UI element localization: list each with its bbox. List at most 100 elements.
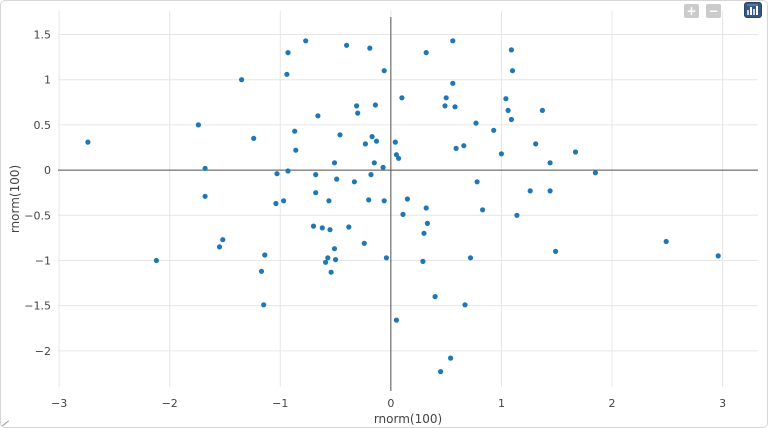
x-tick-label: −1 bbox=[272, 397, 288, 410]
scatter-point bbox=[443, 95, 449, 101]
scatter-point bbox=[351, 179, 357, 185]
zoom-out-button[interactable]: − bbox=[706, 4, 721, 18]
scatter-point bbox=[313, 190, 319, 196]
scatter-point bbox=[313, 172, 319, 178]
scatter-point bbox=[334, 176, 340, 182]
x-tick-label: 1 bbox=[498, 397, 505, 410]
scatter-point bbox=[326, 198, 332, 204]
scatter-point bbox=[420, 258, 426, 264]
scatter-point bbox=[337, 132, 343, 138]
scatter-point bbox=[539, 107, 546, 113]
scatter-point bbox=[491, 127, 497, 133]
chart-logo-button[interactable] bbox=[744, 2, 762, 18]
scatter-point bbox=[369, 134, 375, 140]
scatter-point bbox=[423, 50, 429, 56]
scatter-point bbox=[474, 179, 480, 185]
scatter-point bbox=[333, 257, 339, 263]
scatter-point bbox=[367, 45, 373, 51]
scatter-point bbox=[261, 302, 267, 308]
scatter-point bbox=[450, 38, 456, 44]
y-tick-label: 1 bbox=[44, 74, 51, 87]
scatter-point bbox=[220, 237, 226, 243]
scatter-point bbox=[381, 68, 387, 74]
scatter-point bbox=[258, 268, 265, 274]
scatter-point bbox=[327, 227, 333, 233]
y-tick-label: −1.5 bbox=[24, 300, 51, 313]
scatter-point bbox=[361, 240, 367, 246]
scatter-point bbox=[328, 269, 334, 275]
scatter-point bbox=[467, 255, 474, 261]
scatter-point bbox=[315, 113, 321, 119]
scatter-point bbox=[85, 139, 91, 145]
x-tick-label: 2 bbox=[609, 397, 616, 410]
scatter-point bbox=[355, 110, 361, 116]
scatter-point bbox=[285, 50, 291, 56]
scatter-point bbox=[293, 147, 299, 153]
zoom-in-button[interactable]: + bbox=[684, 4, 699, 18]
scatter-point bbox=[404, 196, 410, 202]
scatter-point bbox=[462, 302, 468, 308]
y-tick-label: −2 bbox=[35, 345, 51, 358]
scatter-point bbox=[421, 230, 427, 236]
scatter-point bbox=[195, 122, 201, 128]
y-tick-label: 1.5 bbox=[34, 29, 52, 42]
scatter-point bbox=[547, 188, 553, 194]
scatter-point bbox=[354, 103, 360, 109]
scatter-point bbox=[239, 77, 245, 83]
scatter-point bbox=[452, 104, 458, 110]
scatter-point bbox=[383, 255, 389, 261]
scatter-point bbox=[331, 246, 338, 252]
scatter-point bbox=[274, 171, 280, 177]
scatter-point bbox=[251, 135, 257, 141]
scatter-point bbox=[373, 138, 380, 144]
x-tick-label: −2 bbox=[162, 397, 178, 410]
scatter-point bbox=[663, 238, 669, 245]
scatter-point bbox=[202, 193, 208, 199]
scatter-point bbox=[372, 102, 378, 108]
scatter-point bbox=[380, 164, 386, 170]
scatter-point bbox=[202, 165, 208, 171]
x-tick-label: 0 bbox=[387, 397, 394, 410]
scatter-point bbox=[392, 139, 398, 145]
scatter-point bbox=[400, 211, 406, 217]
scatter-point bbox=[432, 294, 438, 300]
scatter-point bbox=[498, 151, 504, 157]
scatter-point bbox=[547, 160, 553, 166]
scatter-point bbox=[450, 80, 456, 86]
scatter-point bbox=[509, 68, 516, 74]
scatter-point bbox=[371, 160, 377, 166]
scatter-point bbox=[285, 168, 291, 174]
y-tick-label: −1 bbox=[35, 254, 51, 267]
scatter-point bbox=[303, 38, 309, 44]
scatter-point bbox=[153, 257, 159, 264]
scatter-point bbox=[368, 172, 374, 178]
scatter-point bbox=[453, 145, 459, 151]
scatter-point bbox=[533, 141, 539, 147]
scatter-point bbox=[508, 116, 514, 123]
scatter-point bbox=[381, 198, 387, 204]
scatter-point bbox=[310, 223, 317, 229]
x-tick-label: 3 bbox=[719, 397, 726, 410]
scatter-point bbox=[346, 224, 352, 230]
scatter-point bbox=[362, 141, 368, 147]
scatter-point bbox=[393, 317, 399, 323]
scatter-point bbox=[216, 244, 223, 250]
scatter-point bbox=[505, 107, 511, 113]
x-tick-label: −3 bbox=[51, 397, 67, 410]
scatter-point bbox=[553, 248, 559, 254]
scatter-point bbox=[424, 220, 430, 226]
scatter-point bbox=[396, 155, 402, 161]
scatter-point bbox=[572, 149, 579, 155]
scatter-point bbox=[262, 252, 268, 258]
y-axis-title: rnorm(100) bbox=[8, 165, 22, 233]
y-tick-label: −0.5 bbox=[24, 209, 51, 222]
scatter-point bbox=[715, 253, 721, 259]
scatter-point bbox=[480, 207, 486, 213]
bar-chart-icon bbox=[746, 4, 760, 16]
scatter-point bbox=[592, 170, 599, 176]
scatter-point bbox=[325, 255, 331, 261]
scatter-point bbox=[438, 369, 444, 375]
scatter-point bbox=[503, 96, 509, 102]
